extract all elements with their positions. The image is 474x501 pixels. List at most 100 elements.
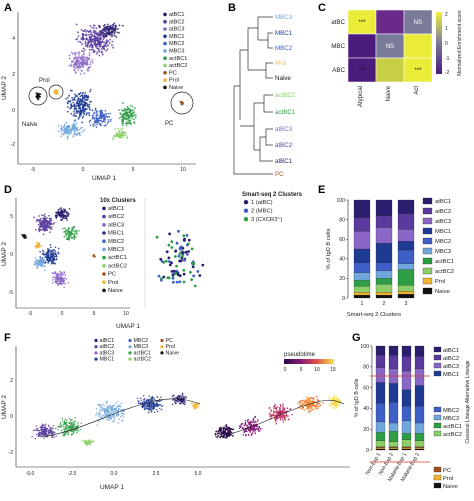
- umap-point: [40, 217, 42, 220]
- umap-point: [171, 395, 174, 398]
- pseudotime-point: [322, 401, 324, 404]
- heatmap-cell-label: ***: [414, 68, 422, 74]
- umap-point: [71, 229, 73, 232]
- umap-point: [55, 258, 58, 261]
- legend-entry: atBC3: [108, 222, 124, 228]
- umap-point: [64, 210, 67, 212]
- pseudotime-point: [268, 406, 271, 409]
- umap-point: [31, 436, 33, 438]
- umap-point: [197, 405, 200, 408]
- ss2-point: [157, 274, 161, 278]
- umap-point: [64, 274, 67, 277]
- umap-point: [81, 94, 83, 97]
- umap-point: [73, 432, 75, 434]
- ss2-point: [159, 257, 163, 261]
- umap-point: [42, 426, 45, 429]
- ss2-point: [192, 262, 196, 266]
- umap-point: [76, 424, 78, 427]
- umap-point: [103, 36, 106, 39]
- pseudotime-point: [228, 427, 231, 430]
- umap-point: [33, 216, 36, 219]
- legend-entry: MBC1: [169, 34, 185, 40]
- legend-swatch: [102, 264, 106, 268]
- umap-point: [122, 131, 125, 134]
- umap-point: [40, 258, 42, 261]
- pseudotime-point: [330, 400, 333, 403]
- umap-point: [83, 58, 85, 61]
- umap-point: [93, 254, 96, 256]
- umap-point: [88, 114, 91, 117]
- umap-point: [89, 119, 92, 122]
- bar-segment: [353, 280, 371, 287]
- f-xlabel: UMAP 1: [100, 484, 124, 491]
- pseudotime-point: [270, 410, 273, 413]
- umap-point: [181, 395, 183, 397]
- dendrogram-leaf: Prol: [275, 60, 286, 67]
- legend-swatch: [243, 217, 249, 222]
- umap-point: [99, 413, 102, 415]
- umap-point: [85, 30, 88, 33]
- umap-point: [49, 223, 52, 226]
- pseudotime-point: [215, 430, 217, 433]
- umap-point: [79, 61, 81, 64]
- umap-point: [73, 131, 76, 134]
- umap-point: [77, 422, 79, 424]
- umap-point: [61, 277, 63, 280]
- umap-point: [147, 400, 149, 402]
- umap-point: [46, 229, 48, 232]
- pseudotime-point: [338, 402, 341, 405]
- umap-point: [46, 224, 49, 227]
- pseudotime-point: [221, 435, 224, 438]
- umap-point: [73, 62, 76, 64]
- umap-point: [52, 425, 55, 427]
- umap-point: [83, 48, 86, 51]
- umap-point: [77, 107, 80, 110]
- umap-point: [95, 33, 98, 36]
- umap-point: [185, 397, 187, 399]
- ss2-point: [165, 250, 169, 254]
- umap-point: [120, 408, 122, 411]
- umap-point: [107, 40, 110, 42]
- umap-point: [80, 58, 82, 61]
- legend-swatch: [94, 351, 98, 355]
- umap-point: [85, 96, 88, 99]
- umap-point: [76, 57, 78, 59]
- e-ylabel: % of IgD B cells: [326, 228, 332, 269]
- umap-point: [88, 38, 91, 41]
- umap-point: [144, 397, 146, 400]
- umap-point: [151, 407, 153, 410]
- umap-point: [127, 119, 130, 122]
- pseudotime-point: [329, 405, 332, 407]
- umap-point: [89, 90, 91, 93]
- legend-swatch: [94, 345, 98, 349]
- bar-segment: [375, 294, 393, 299]
- umap-point: [57, 130, 60, 133]
- y-tick-label: 60: [363, 385, 369, 391]
- pseudotime-point: [282, 421, 285, 423]
- c-cbar-tick: 2: [445, 12, 448, 18]
- dendrogram-leaf: actBC1: [275, 109, 296, 116]
- pseudotime-point: [328, 403, 331, 405]
- pseudotime-point: [272, 414, 274, 417]
- bar-segment: [375, 447, 386, 450]
- umap-point: [112, 46, 114, 49]
- umap-point: [111, 405, 114, 408]
- umap-point: [85, 114, 88, 116]
- pseudotime-point: [230, 428, 233, 430]
- umap-point: [118, 32, 120, 34]
- umap-point: [102, 38, 105, 41]
- ss2-point: [181, 254, 184, 258]
- umap-point: [104, 413, 106, 415]
- pseudotime-point: [335, 395, 338, 398]
- umap-point: [70, 420, 72, 422]
- umap-point: [72, 133, 75, 136]
- umap-point: [63, 211, 66, 214]
- umap-point: [73, 424, 75, 427]
- umap-point: [87, 39, 90, 41]
- pseudotime-point: [269, 413, 271, 415]
- umap-point: [62, 279, 64, 282]
- heatmap-cell: [375, 9, 405, 35]
- umap-point: [70, 63, 73, 65]
- umap-point: [101, 120, 104, 123]
- pseudotime-point: [309, 407, 311, 410]
